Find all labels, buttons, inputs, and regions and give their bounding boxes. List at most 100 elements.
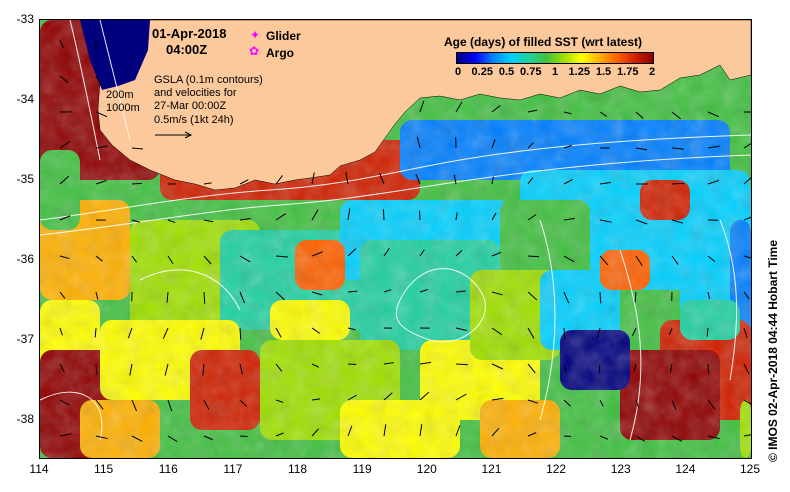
velocity-arrow bbox=[491, 427, 500, 437]
velocity-arrow bbox=[527, 255, 540, 258]
velocity-arrow bbox=[599, 255, 609, 266]
x-tick-label: 121 bbox=[481, 462, 502, 476]
depth-200m-label: 200m bbox=[106, 89, 134, 101]
velocity-arrow bbox=[167, 255, 174, 265]
x-tick-label: 119 bbox=[352, 462, 372, 476]
velocity-arrow bbox=[203, 399, 210, 410]
velocity-arrow bbox=[95, 111, 108, 118]
argo-label: Argo bbox=[266, 46, 294, 60]
colorbar-title: Age (days) of filled SST (wrt latest) bbox=[444, 35, 643, 49]
velocity-arrow bbox=[383, 289, 392, 293]
velocity-arrow bbox=[127, 327, 133, 339]
velocity-arrow bbox=[311, 327, 320, 334]
velocity-arrow bbox=[275, 363, 283, 372]
velocity-arrow bbox=[131, 219, 140, 223]
y-tick-label: -37 bbox=[16, 332, 34, 346]
velocity-arrow bbox=[635, 111, 644, 119]
velocity-arrow bbox=[707, 435, 720, 440]
velocity-arrow bbox=[599, 399, 604, 407]
velocity-arrow bbox=[202, 363, 205, 376]
velocity-arrow bbox=[635, 147, 648, 151]
velocity-arrow bbox=[275, 327, 282, 338]
x-tick-label: 122 bbox=[546, 462, 567, 476]
velocity-arrow bbox=[59, 75, 69, 84]
velocity-arrow bbox=[311, 363, 320, 368]
velocity-arrow bbox=[94, 327, 97, 338]
velocity-arrow bbox=[631, 327, 637, 337]
velocity-arrow bbox=[311, 172, 315, 185]
velocity-arrow bbox=[563, 291, 570, 304]
velocity-arrow bbox=[200, 327, 205, 340]
velocity-arrow bbox=[707, 179, 720, 185]
velocity-arrow bbox=[129, 363, 133, 376]
velocity-arrow bbox=[707, 111, 720, 118]
scale-arrow-icon bbox=[155, 131, 193, 139]
velocity-arrow bbox=[347, 290, 358, 293]
gsla-note-line1: GSLA (0.1m contours) bbox=[154, 74, 263, 86]
velocity-arrow bbox=[671, 182, 684, 185]
velocity-arrow bbox=[491, 251, 502, 257]
x-tick-label: 125 bbox=[739, 462, 761, 476]
velocity-arrow bbox=[671, 435, 683, 442]
velocity-arrow bbox=[345, 172, 349, 185]
velocity-arrow bbox=[563, 144, 572, 149]
velocity-arrow bbox=[95, 363, 98, 375]
velocity-arrow bbox=[347, 394, 357, 401]
velocity-arrow bbox=[671, 111, 682, 120]
x-tick-label: 114 bbox=[29, 462, 49, 476]
velocity-arrow bbox=[599, 111, 608, 117]
colorbar-tick-label: 0 bbox=[454, 66, 462, 78]
velocity-arrow bbox=[239, 218, 251, 221]
velocity-arrow bbox=[416, 136, 421, 149]
velocity-arrow bbox=[455, 327, 467, 331]
velocity-arrow bbox=[239, 399, 248, 407]
velocity-arrow bbox=[599, 219, 612, 223]
velocity-arrow bbox=[491, 327, 503, 336]
velocity-arrow bbox=[563, 399, 571, 407]
x-tick-label: 120 bbox=[416, 462, 437, 476]
velocity-arrow bbox=[275, 291, 285, 301]
x-tick-label: 115 bbox=[94, 462, 114, 476]
glider-marker-icon: ✦ bbox=[250, 28, 261, 42]
velocity-arrow bbox=[275, 255, 289, 258]
argo-marker-icon: ✿ bbox=[249, 44, 260, 58]
velocity-arrow bbox=[669, 327, 673, 335]
velocity-arrow bbox=[563, 111, 572, 115]
velocity-arrow bbox=[491, 291, 503, 296]
velocity-arrow bbox=[311, 398, 321, 401]
velocity-arrow bbox=[95, 435, 108, 440]
gsla-note-line3: 27-Mar 00:00Z bbox=[154, 100, 227, 112]
velocity-arrow bbox=[95, 179, 107, 185]
velocity-arrow bbox=[347, 363, 357, 366]
gsla-note-line2: and velocities for bbox=[154, 87, 237, 99]
velocity-arrow bbox=[527, 177, 534, 185]
velocity-arrow bbox=[59, 215, 71, 221]
velocity-arrow bbox=[635, 219, 648, 225]
velocity-arrow bbox=[455, 363, 468, 366]
colorbar-tick-label: 0.25 bbox=[471, 66, 493, 78]
velocity-arrow bbox=[167, 399, 173, 412]
velocity-arrow bbox=[419, 424, 423, 437]
velocity-arrow bbox=[706, 327, 709, 337]
velocity-arrow bbox=[671, 219, 684, 224]
velocity-arrow bbox=[275, 175, 283, 185]
velocity-arrow bbox=[527, 327, 535, 339]
velocity-arrow bbox=[382, 209, 385, 221]
x-tick-label: 124 bbox=[675, 462, 696, 476]
velocity-arrow bbox=[671, 255, 679, 265]
y-tick-label: -38 bbox=[16, 412, 34, 426]
velocity-arrow bbox=[239, 435, 248, 438]
velocity-arrow bbox=[563, 255, 575, 263]
glider-label: Glider bbox=[266, 29, 301, 43]
velocity-arrow bbox=[743, 363, 750, 375]
velocity-arrow bbox=[707, 399, 716, 410]
sst-age-map[interactable] bbox=[39, 19, 752, 459]
velocity-arrow bbox=[95, 255, 103, 262]
velocity-arrow bbox=[707, 291, 711, 300]
velocity-arrow bbox=[563, 178, 573, 185]
velocity-arrow bbox=[491, 105, 501, 113]
velocity-arrow bbox=[455, 250, 463, 257]
velocity-arrow bbox=[95, 145, 108, 149]
velocity-arrow bbox=[239, 327, 242, 340]
velocity-arrow bbox=[455, 290, 466, 293]
